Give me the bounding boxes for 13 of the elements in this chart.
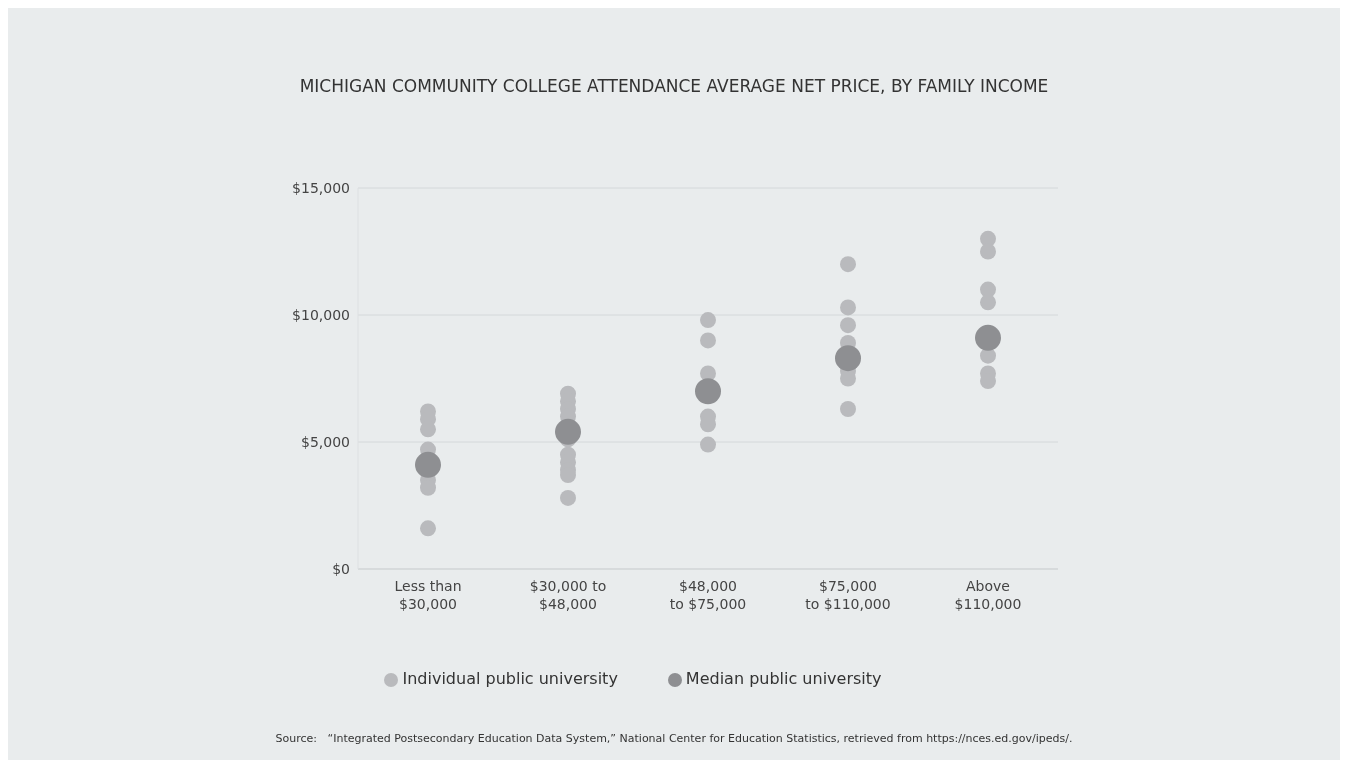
x-tick-label: $30,000 to $48,000 [529,578,607,612]
x-tick-label: $48,000 to $75,000 [669,578,747,612]
x-tick-label: Above $110,000 [954,578,1022,612]
y-tick-label: $10,000 [292,306,350,323]
source-note: Source: “Integrated Postsecondary Education Data System,” National Center for Education Statistics, retrieved from https://nces.ed.gov/ipeds/. [274,732,1074,745]
y-tick-label: $5,000 [301,433,350,450]
legend-label: Individual public university [402,669,618,688]
chart-title: MICHIGAN COMMUNITY COLLEGE ATTENDANCE AVERAGE NET PRICE, BY FAMILY INCOME [298,76,1050,96]
x-tick-label: $75,000 to $110,000 [805,578,891,612]
legend-label: Median public university [685,669,882,688]
y-tick-label: $15,000 [292,179,350,196]
y-tick-label: $0 [332,560,350,577]
x-tick-label: Less than $30,000 [394,578,462,612]
